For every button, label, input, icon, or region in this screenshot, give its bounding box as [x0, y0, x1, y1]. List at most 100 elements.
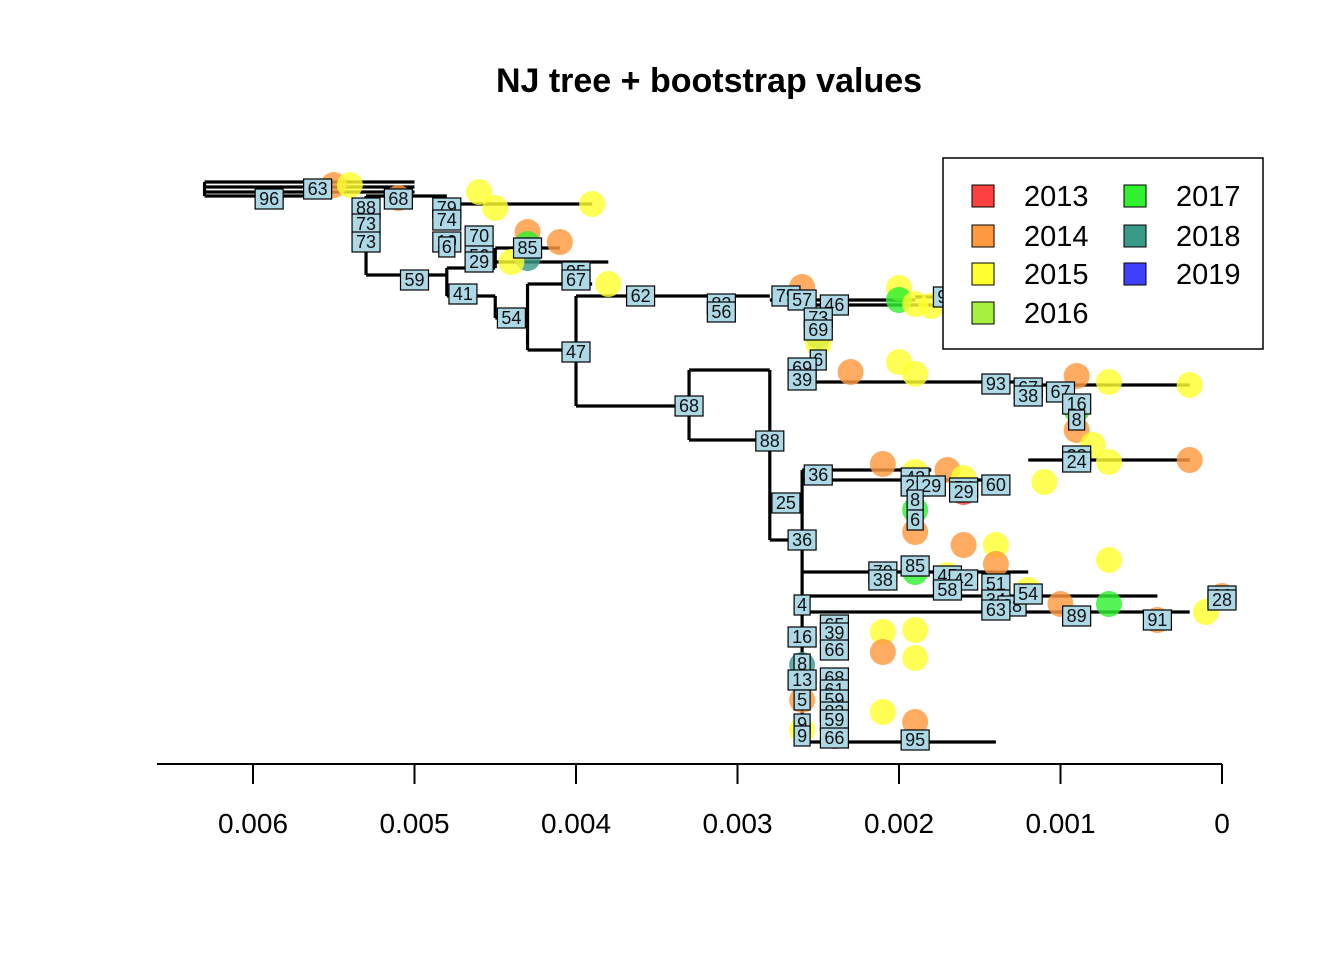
bootstrap-value: 51	[986, 574, 1006, 594]
legend-label: 2019	[1176, 259, 1241, 291]
bootstrap-box	[438, 236, 456, 258]
bootstrap-box	[981, 373, 1011, 395]
x-tick-label: 0.002	[864, 808, 934, 839]
bootstrap-box	[1142, 609, 1173, 631]
bootstrap-node: 70	[464, 225, 494, 247]
bootstrap-box	[351, 231, 381, 253]
bootstrap-box	[674, 395, 704, 417]
bootstrap-node: 38	[868, 569, 898, 591]
bootstrap-node: 8	[906, 489, 924, 511]
bootstrap-value: 85	[518, 238, 538, 258]
legend-entry-2019: 2019	[1123, 259, 1241, 291]
x-axis-ticks: 0.006 0.005 0.004 0.003 0.002 0.001 0	[218, 764, 1230, 839]
legend-swatch	[971, 224, 995, 248]
bootstrap-value: 39	[824, 623, 844, 643]
tip-marker-2014	[869, 639, 896, 665]
bootstrap-node: 66	[819, 727, 850, 749]
chart-title: NJ tree + bootstrap values	[496, 62, 922, 100]
bootstrap-box	[932, 579, 963, 601]
x-tick-label: 0.001	[1025, 808, 1095, 839]
bootstrap-node: 60	[981, 474, 1011, 496]
bootstrap-box	[399, 269, 430, 291]
tip-marker-2014	[546, 229, 573, 255]
bootstrap-node: 6	[906, 509, 924, 531]
bootstrap-box	[1013, 385, 1043, 407]
bootstrap-node: 13	[787, 669, 817, 691]
bootstrap-value: 29	[954, 482, 974, 502]
bootstrap-node: 85	[900, 555, 930, 577]
bootstrap-box	[383, 188, 413, 210]
bootstrap-value: 13	[792, 670, 812, 690]
legend-entry-2018: 2018	[1123, 221, 1241, 253]
bootstrap-value: 93	[986, 374, 1006, 394]
bootstrap-node: 67	[561, 269, 591, 291]
bootstrap-node: 5	[793, 689, 811, 711]
bootstrap-value: 74	[437, 210, 457, 230]
bootstrap-value: 63	[986, 600, 1006, 620]
bootstrap-value: 58	[937, 580, 957, 600]
bootstrap-box	[254, 188, 284, 210]
bootstrap-value: 88	[760, 431, 780, 451]
tip-marker-2015	[1095, 369, 1122, 395]
bootstrap-value: 6	[442, 237, 452, 257]
tip-marker-2014	[950, 532, 977, 558]
bootstrap-node: 88	[351, 197, 381, 219]
bootstrap-value: 59	[404, 270, 424, 290]
legend-label: 2015	[1024, 259, 1089, 291]
bootstrap-box	[755, 430, 785, 452]
bootstrap-box	[496, 307, 526, 329]
tip-marker-2015	[1031, 469, 1058, 495]
legend-label: 2014	[1024, 221, 1089, 253]
bootstrap-node: 25	[771, 492, 801, 514]
bootstrap-node: 6	[438, 236, 456, 258]
bootstrap-box	[787, 289, 817, 311]
bootstrap-value: 59	[824, 710, 844, 730]
bootstrap-node: 28	[1207, 589, 1237, 611]
bootstrap-value: 68	[679, 396, 699, 416]
legend-swatch	[1123, 184, 1147, 208]
bootstrap-node: 63	[981, 599, 1011, 621]
tip-marker-2015	[982, 532, 1009, 558]
tip-marker-2015	[1095, 449, 1122, 475]
bootstrap-node: 93	[981, 373, 1011, 395]
legend-entry-2014: 2014	[971, 221, 1089, 253]
bootstrap-node: 47	[561, 341, 591, 363]
bootstrap-box	[561, 341, 591, 363]
bootstrap-box	[625, 285, 656, 307]
legend-swatch	[971, 301, 995, 325]
legend-label: 2017	[1176, 181, 1241, 213]
bootstrap-node: 36	[803, 464, 833, 486]
tip-marker-2015	[869, 619, 896, 645]
bootstrap-value: 8	[797, 654, 807, 674]
tip-marker-2014	[837, 359, 864, 385]
bootstrap-node: 54	[1013, 583, 1043, 605]
bootstrap-box	[819, 639, 850, 661]
bootstrap-node: 29	[916, 475, 946, 497]
bootstrap-value: 54	[1018, 584, 1038, 604]
bootstrap-value: 56	[711, 302, 731, 322]
bootstrap-value: 73	[356, 214, 376, 234]
bootstrap-value: 5	[797, 690, 807, 710]
bootstrap-box	[819, 727, 850, 749]
bootstrap-value: 95	[905, 730, 925, 750]
bootstrap-box	[981, 474, 1011, 496]
bootstrap-node: 74	[432, 209, 462, 231]
x-tick-label: 0	[1214, 808, 1230, 839]
bootstrap-box	[793, 594, 811, 616]
bootstrap-value: 91	[1147, 610, 1167, 630]
bootstrap-value: 68	[388, 189, 408, 209]
bootstrap-value: 38	[873, 570, 893, 590]
tip-marker-2015	[902, 617, 929, 643]
bootstrap-value: 8	[910, 490, 920, 510]
bootstrap-node: 29	[464, 251, 494, 273]
bootstrap-box	[793, 725, 811, 747]
bootstrap-value: 4	[797, 595, 807, 615]
bootstrap-value: 9	[797, 714, 807, 734]
bootstrap-box	[432, 209, 462, 231]
bootstrap-node: 56	[706, 301, 736, 323]
tip-marker-2014	[982, 551, 1009, 577]
bootstrap-node: 59	[819, 709, 850, 731]
bootstrap-value: 88	[356, 198, 376, 218]
bootstrap-value: 57	[792, 290, 812, 310]
tip-marker-2015	[1095, 547, 1122, 573]
